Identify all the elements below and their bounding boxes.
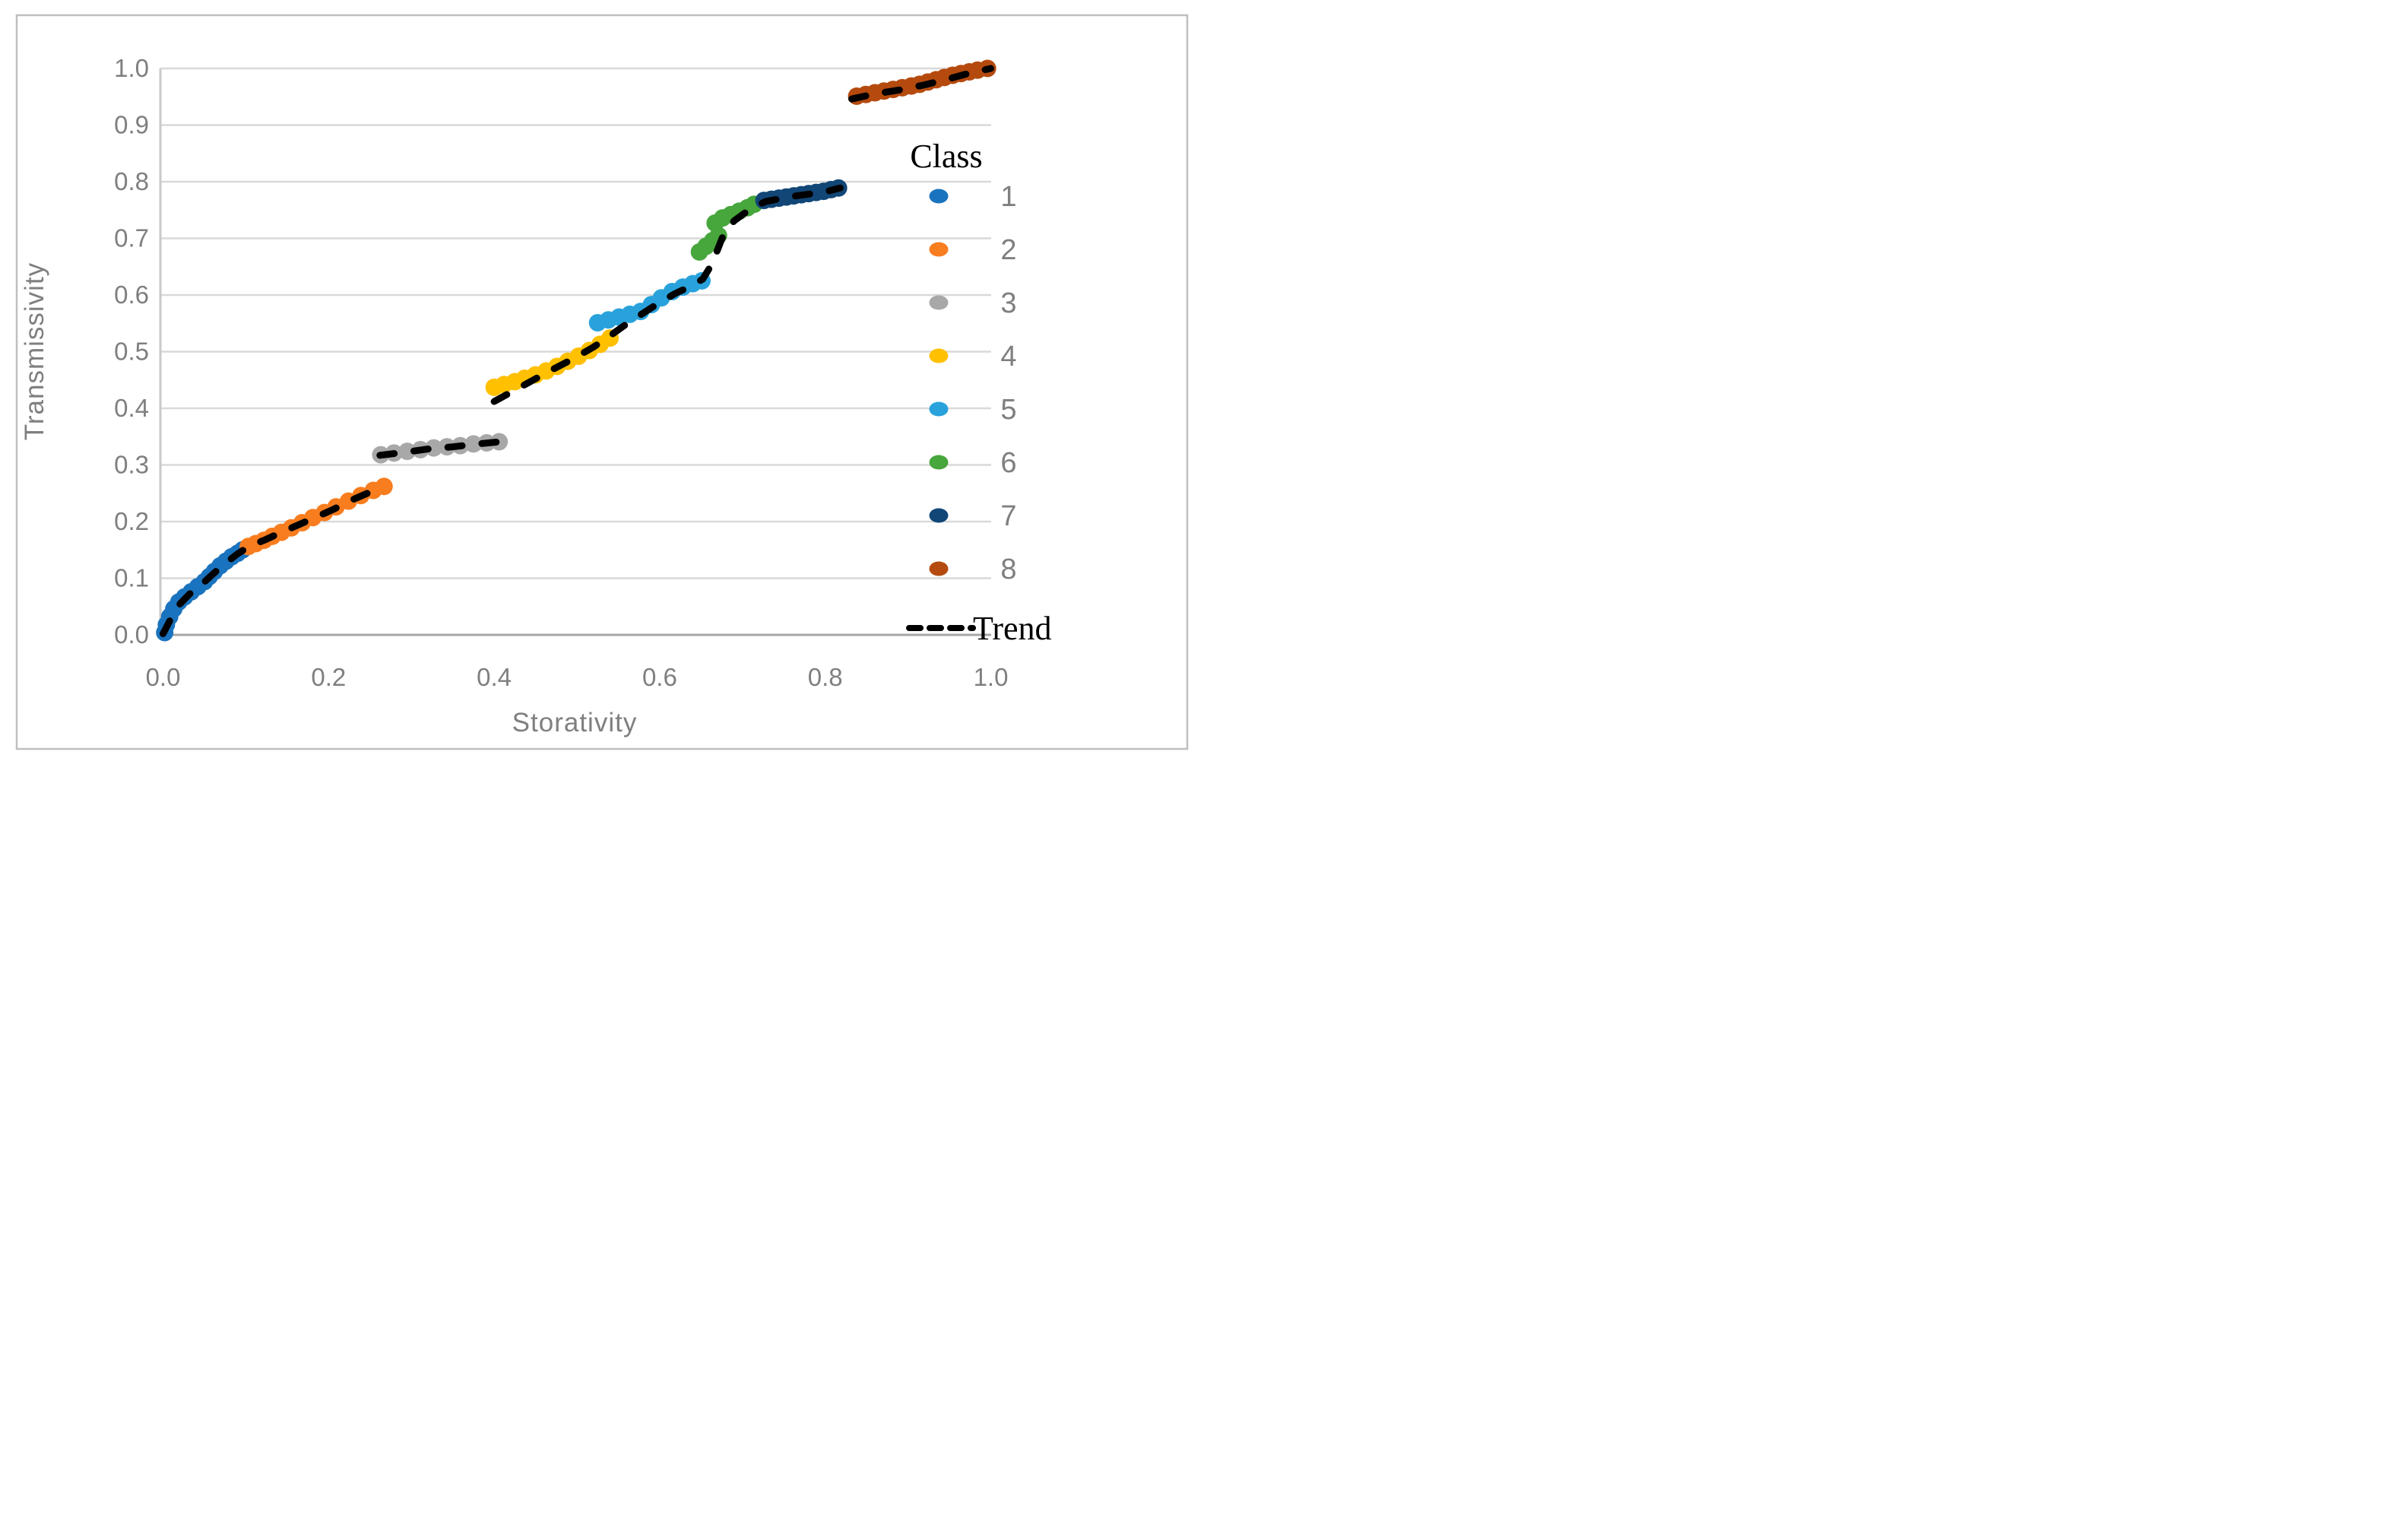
x-axis-title: Storativity	[512, 708, 638, 738]
legend-item-1: 1	[929, 181, 1017, 213]
legend-item-label: 2	[1000, 234, 1016, 266]
trend-segment	[490, 184, 844, 405]
series-5	[588, 271, 711, 332]
y-tick-label: 0.0	[114, 620, 149, 649]
legend-item-5: 5	[929, 394, 1017, 426]
legend-trend-label: Trend	[973, 610, 1052, 647]
trend-segment	[848, 65, 994, 103]
legend-item-label: 1	[1000, 181, 1016, 213]
scatter-chart: 0.0 0.1 0.2 0.3 0.4 0.5 0.6 0.7 0.8 0.9 1.0 0.0 0.2 0…	[15, 14, 1189, 750]
legend-items: 1 2 3 4 5 6 7 8	[929, 181, 1017, 585]
chart-figure: 0.0 0.1 0.2 0.3 0.4 0.5 0.6 0.7 0.8 0.9 1.0 0.0 0.2 0…	[0, 0, 1204, 764]
legend-marker	[929, 348, 949, 363]
legend-item-label: 5	[1000, 394, 1016, 426]
y-tick-label: 0.5	[114, 338, 149, 366]
data-point	[375, 477, 393, 496]
x-tick-label: 0.0	[146, 663, 181, 691]
y-tick-label: 0.1	[114, 564, 149, 592]
trend-line	[160, 65, 994, 637]
legend-item-3: 3	[929, 287, 1017, 319]
y-tick-label: 0.3	[114, 451, 149, 479]
legend-marker	[929, 295, 949, 310]
legend: Class 1 2 3 4 5 6 7 8 Trend	[906, 138, 1052, 647]
y-axis-title: Transmissivity	[20, 262, 49, 440]
data-point	[398, 443, 417, 461]
y-tick-label: 0.9	[114, 111, 149, 139]
legend-item-2: 2	[929, 234, 1017, 266]
legend-item-label: 4	[1000, 341, 1016, 373]
legend-title: Class	[910, 138, 982, 175]
x-tick-label: 0.8	[808, 663, 843, 691]
trend-segment	[160, 483, 388, 637]
legend-marker	[929, 401, 949, 417]
legend-marker	[929, 189, 949, 204]
y-tick-label: 0.4	[114, 394, 149, 422]
y-tick-label: 0.8	[114, 167, 149, 195]
legend-item-label: 8	[1000, 554, 1016, 585]
x-tick-label: 0.4	[477, 663, 512, 691]
legend-item-label: 7	[1000, 500, 1016, 532]
y-tick-label: 0.6	[114, 281, 149, 309]
x-tick-label: 1.0	[974, 663, 1009, 691]
figure-frame	[15, 14, 1189, 750]
legend-item-7: 7	[929, 500, 1017, 532]
data-point	[464, 435, 483, 453]
legend-marker	[929, 242, 949, 257]
legend-marker	[929, 508, 949, 523]
axis-lines	[159, 68, 991, 636]
legend-marker	[929, 561, 949, 576]
legend-item-8: 8	[929, 554, 1017, 585]
legend-item-4: 4	[929, 341, 1017, 373]
series-6	[690, 195, 763, 261]
legend-item-6: 6	[929, 447, 1017, 479]
x-tick-label: 0.6	[642, 663, 677, 691]
data-point	[425, 439, 443, 457]
x-tick-label: 0.2	[311, 663, 346, 691]
trend-segment	[376, 438, 504, 459]
y-tick-label: 0.2	[114, 507, 149, 535]
legend-item-label: 3	[1000, 287, 1016, 319]
legend-marker	[929, 455, 949, 470]
tick-labels: 0.0 0.1 0.2 0.3 0.4 0.5 0.6 0.7 0.8 0.9 1.0 0.0 0.2 0…	[114, 54, 1008, 691]
legend-item-label: 6	[1000, 447, 1016, 479]
y-tick-label: 0.7	[114, 224, 149, 252]
y-tick-label: 1.0	[114, 54, 149, 82]
